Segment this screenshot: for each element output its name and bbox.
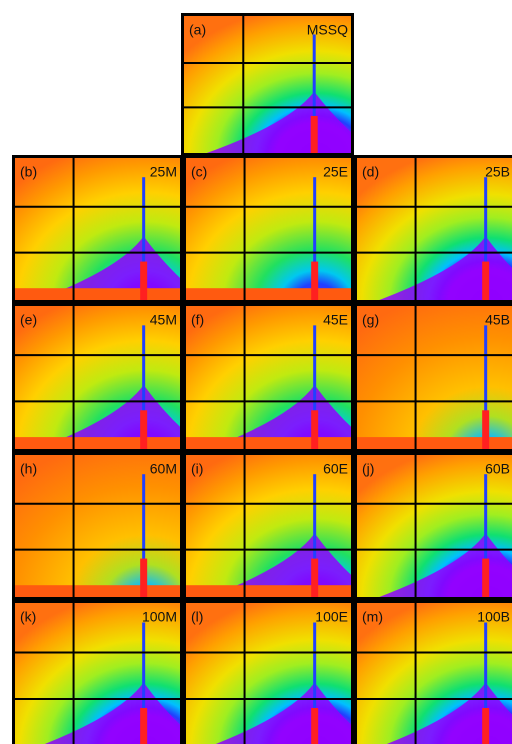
panel-label: 25B: [485, 164, 510, 180]
panel-letter: (d): [362, 164, 379, 180]
beamstop: [140, 708, 147, 744]
panel-letter: (k): [20, 609, 36, 625]
panel-letter: (m): [362, 609, 383, 625]
panel-letter: (g): [362, 312, 379, 328]
panel-letter: (l): [191, 609, 203, 625]
panel-letter: (c): [191, 164, 207, 180]
panel: (g) 45B: [354, 303, 512, 452]
panel-label: 25E: [323, 164, 348, 180]
beamstop: [482, 559, 489, 600]
panel-label: 100E: [315, 609, 348, 625]
beamstop: [311, 708, 318, 744]
panel-label: 60M: [150, 461, 177, 477]
panel-letter: (i): [191, 461, 203, 477]
beamstop: [311, 116, 318, 156]
panel-label: 100M: [142, 609, 177, 625]
panel-letter: (b): [20, 164, 37, 180]
panel: (b) 25M: [12, 155, 200, 303]
panel: (f) 45E: [183, 303, 371, 452]
panel: (h) 60M: [12, 452, 183, 600]
panel: (j) 60B: [354, 452, 512, 600]
panel-label: 45B: [485, 312, 510, 328]
panel-letter: (j): [362, 461, 374, 477]
panel: (m) 100B: [354, 600, 512, 744]
panel: (l) 100E: [183, 600, 371, 744]
beamstop: [482, 262, 489, 303]
panel-label: MSSQ: [307, 22, 348, 38]
beamstop: [311, 410, 318, 452]
panel-label: 45M: [150, 312, 177, 328]
panel-label: 60E: [323, 461, 348, 477]
beamstop: [311, 262, 318, 303]
figure: (a) MSSQ (b) 25M (c) 25E (d) 25B (e) 45M (f) 45E (g)…: [0, 0, 512, 744]
beamstop: [140, 559, 147, 600]
panel: (a) MSSQ: [181, 13, 371, 156]
panel-letter: (a): [189, 22, 206, 38]
beamstop: [140, 262, 147, 303]
panel: (c) 25E: [183, 155, 354, 303]
panel-label: 60B: [485, 461, 510, 477]
beamstop: [311, 559, 318, 600]
panel-label: 45E: [323, 312, 348, 328]
panel: (e) 45M: [12, 303, 200, 452]
beamstop: [482, 410, 489, 452]
beamstop: [140, 410, 147, 452]
panel-letter: (h): [20, 461, 37, 477]
panel: (d) 25B: [354, 155, 512, 303]
panel-letter: (e): [20, 312, 37, 328]
panel-label: 100B: [477, 609, 510, 625]
panel: (i) 60E: [183, 452, 371, 600]
panel-letter: (f): [191, 312, 204, 328]
panel-label: 25M: [150, 164, 177, 180]
panel: (k) 100M: [12, 600, 200, 744]
beamstop: [482, 708, 489, 744]
